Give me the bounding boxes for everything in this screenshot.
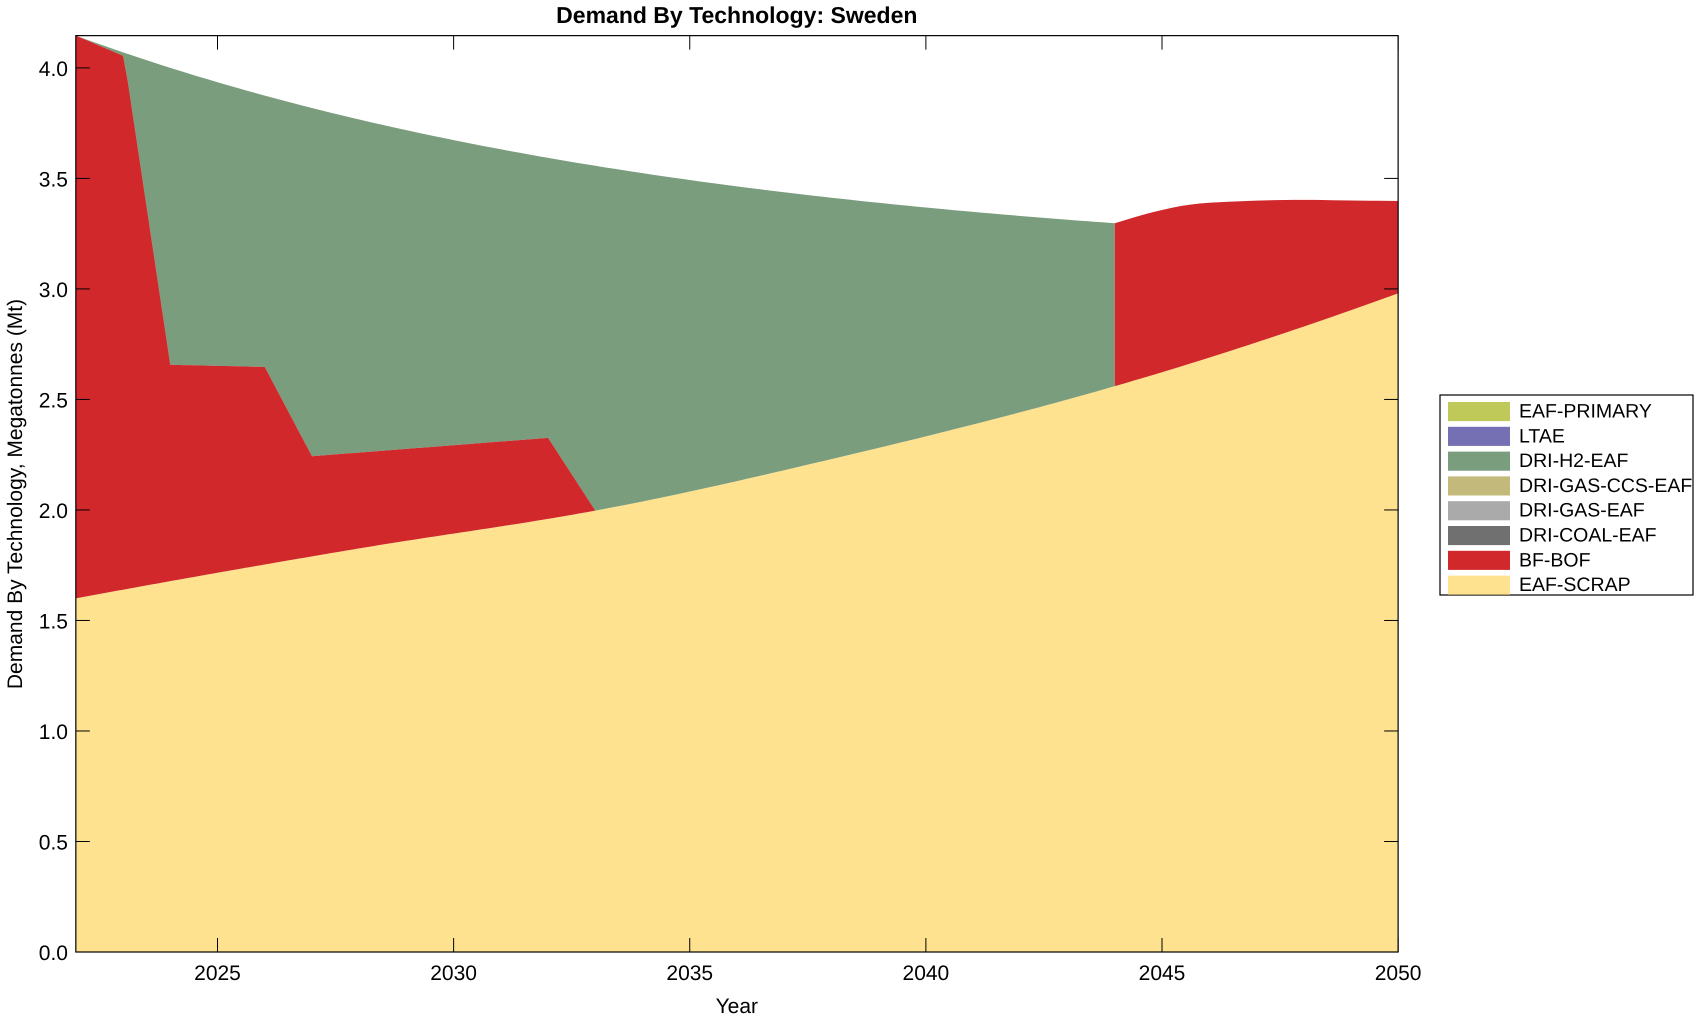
svg-text:EAF-PRIMARY: EAF-PRIMARY [1519, 401, 1652, 423]
svg-text:BF-BOF: BF-BOF [1519, 549, 1591, 571]
svg-text:3.5: 3.5 [39, 168, 68, 191]
svg-text:2035: 2035 [666, 962, 713, 985]
svg-text:4.0: 4.0 [39, 58, 68, 81]
svg-text:2050: 2050 [1375, 962, 1422, 985]
svg-text:0.5: 0.5 [39, 831, 68, 854]
svg-text:Demand By Technology, Megatonn: Demand By Technology, Megatonnes (Mt) [4, 299, 27, 689]
svg-text:Year: Year [716, 995, 758, 1018]
svg-text:LTAE: LTAE [1519, 425, 1565, 447]
svg-text:2.0: 2.0 [39, 500, 68, 523]
svg-text:1.5: 1.5 [39, 610, 68, 633]
svg-text:2030: 2030 [430, 962, 477, 985]
svg-text:DRI-COAL-EAF: DRI-COAL-EAF [1519, 525, 1657, 547]
svg-text:1.0: 1.0 [39, 721, 68, 744]
svg-text:DRI-GAS-CCS-EAF: DRI-GAS-CCS-EAF [1519, 475, 1692, 497]
svg-text:2045: 2045 [1139, 962, 1186, 985]
svg-text:0.0: 0.0 [39, 942, 68, 965]
svg-text:DRI-GAS-EAF: DRI-GAS-EAF [1519, 500, 1645, 522]
svg-text:2040: 2040 [903, 962, 950, 985]
svg-text:EAF-SCRAP: EAF-SCRAP [1519, 574, 1631, 596]
svg-text:3.0: 3.0 [39, 279, 68, 302]
svg-text:DRI-H2-EAF: DRI-H2-EAF [1519, 450, 1629, 472]
svg-text:2.5: 2.5 [39, 389, 68, 412]
svg-text:Demand By Technology: Sweden: Demand By Technology: Sweden [556, 2, 917, 28]
svg-text:2025: 2025 [194, 962, 241, 985]
